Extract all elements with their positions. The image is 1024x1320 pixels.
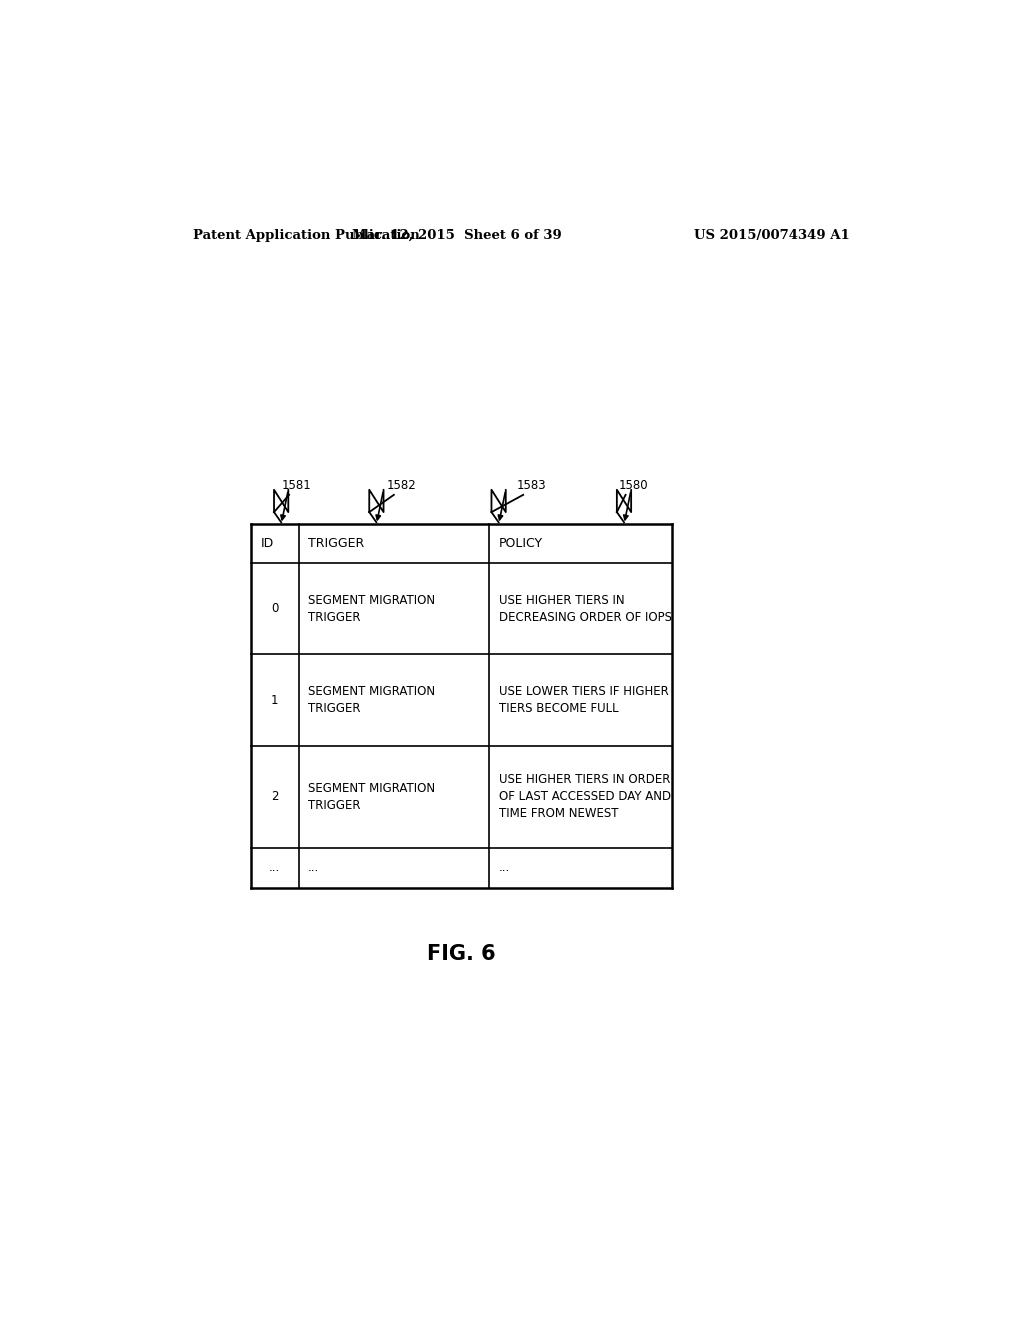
Text: 1583: 1583 [516, 479, 546, 492]
Text: ID: ID [260, 537, 273, 550]
Text: ...: ... [269, 862, 281, 874]
Text: POLICY: POLICY [499, 537, 543, 550]
Text: 1582: 1582 [387, 479, 417, 492]
Text: 2: 2 [271, 791, 279, 803]
Text: 0: 0 [271, 602, 279, 615]
Text: TRIGGER: TRIGGER [308, 537, 365, 550]
Text: FIG. 6: FIG. 6 [427, 944, 496, 964]
Bar [251, 524, 672, 888]
Text: USE LOWER TIERS IF HIGHER
TIERS BECOME FULL: USE LOWER TIERS IF HIGHER TIERS BECOME F… [499, 685, 669, 715]
Text: US 2015/0074349 A1: US 2015/0074349 A1 [694, 230, 850, 242]
Text: Mar. 12, 2015  Sheet 6 of 39: Mar. 12, 2015 Sheet 6 of 39 [352, 230, 562, 242]
Text: ...: ... [308, 862, 319, 874]
Text: 1581: 1581 [283, 479, 312, 492]
Text: ...: ... [499, 862, 510, 874]
Text: USE HIGHER TIERS IN ORDER
OF LAST ACCESSED DAY AND
TIME FROM NEWEST: USE HIGHER TIERS IN ORDER OF LAST ACCESS… [499, 774, 671, 820]
Text: Patent Application Publication: Patent Application Publication [194, 230, 420, 242]
Text: USE HIGHER TIERS IN
DECREASING ORDER OF IOPS: USE HIGHER TIERS IN DECREASING ORDER OF … [499, 594, 672, 623]
Text: SEGMENT MIGRATION
TRIGGER: SEGMENT MIGRATION TRIGGER [308, 781, 435, 812]
Text: SEGMENT MIGRATION
TRIGGER: SEGMENT MIGRATION TRIGGER [308, 685, 435, 715]
Text: SEGMENT MIGRATION
TRIGGER: SEGMENT MIGRATION TRIGGER [308, 594, 435, 623]
Text: 1580: 1580 [618, 479, 648, 492]
Text: 1: 1 [271, 693, 279, 706]
